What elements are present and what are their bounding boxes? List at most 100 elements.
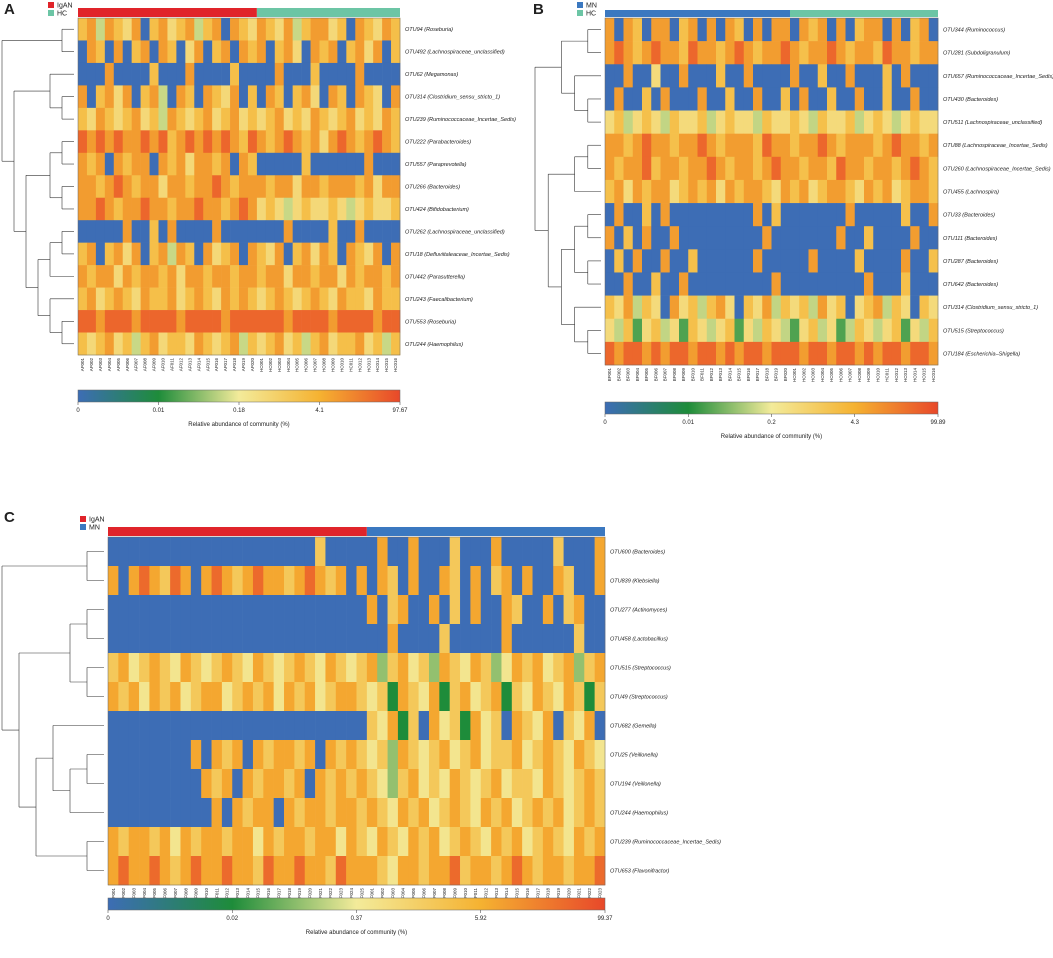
heatmap-cell [660, 18, 671, 42]
heatmap-cell [669, 156, 680, 181]
heatmap-cell [252, 798, 264, 828]
heatmap-cell [78, 265, 88, 288]
heatmap-cell [265, 40, 276, 64]
heatmap-cell [827, 179, 837, 204]
heatmap-cell [864, 110, 874, 134]
heatmap-cell [185, 62, 195, 86]
heatmap-cell [901, 226, 911, 250]
sample-label: BF015 [515, 888, 520, 902]
heatmap-cell [284, 624, 295, 654]
heatmap-cell [319, 175, 329, 199]
heatmap-cell [408, 740, 419, 770]
heatmap-cell [780, 203, 791, 227]
heatmap-cell [753, 203, 763, 227]
heatmap-cell [734, 203, 745, 227]
heatmap-cell [614, 249, 624, 273]
heatmap-cell [901, 179, 911, 204]
heatmap-cell [827, 203, 837, 227]
heatmap-cell [706, 18, 717, 42]
heatmap-cell [623, 18, 634, 42]
heatmap-cell [301, 310, 311, 333]
heatmap-cell [274, 310, 285, 333]
heatmap-cell [827, 341, 837, 366]
heatmap-cell [706, 318, 717, 343]
heatmap-cell [864, 249, 874, 273]
heatmap-cell [882, 295, 893, 320]
heatmap-cell [532, 856, 544, 886]
heatmap-cell [669, 226, 680, 250]
heatmap-cell [542, 798, 554, 828]
heatmap-cell [623, 110, 634, 134]
heatmap-cell [247, 175, 258, 199]
heatmap-cell [697, 203, 708, 227]
heatmap-cell [511, 856, 523, 886]
heatmap-cell [373, 287, 383, 311]
heatmap-cell [95, 152, 106, 176]
heatmap-cell [377, 595, 388, 625]
heatmap-cell [605, 41, 615, 65]
heatmap-cell [836, 64, 846, 88]
heatmap-cell [771, 341, 782, 366]
heatmap-cell [86, 310, 97, 333]
heatmap-cell [790, 87, 800, 111]
heatmap-cell [194, 85, 204, 109]
heatmap-cell [891, 18, 902, 42]
heatmap-cell [799, 87, 809, 111]
heatmap-cell [221, 537, 233, 567]
heatmap-cell [542, 653, 554, 683]
heatmap-cell [808, 156, 819, 181]
heatmap-cell [373, 18, 383, 41]
sample-label: BF016 [746, 368, 751, 382]
heatmap-cell [294, 682, 306, 712]
heatmap-cell [919, 341, 930, 366]
heatmap-cell [854, 179, 865, 204]
heatmap-cell [242, 711, 254, 741]
row-label: OTU553 (Roseburia) [405, 319, 456, 325]
heatmap-cell [180, 624, 192, 654]
heatmap-cell [283, 265, 293, 288]
heatmap-cell [256, 197, 267, 221]
heatmap-cell [273, 856, 285, 886]
heatmap-cell [873, 249, 883, 273]
sample-label: AF020 [308, 888, 313, 902]
heatmap-cell [113, 242, 124, 266]
row-label: OTU839 (Klebsiella) [610, 579, 660, 585]
heatmap-cell [397, 653, 409, 683]
heatmap-cell [679, 87, 689, 111]
heatmap-cell [542, 595, 554, 625]
heatmap-cell [449, 798, 461, 828]
sample-label: AF011 [214, 888, 219, 901]
heatmap-cell [373, 85, 383, 109]
heatmap-cell [256, 242, 267, 266]
heatmap-cell [553, 856, 564, 886]
heatmap-cell [799, 249, 809, 273]
heatmap-cell [669, 133, 680, 158]
heatmap-cell [460, 682, 471, 712]
heatmap-cell [252, 740, 264, 770]
heatmap-cell [623, 318, 634, 343]
heatmap-cell [118, 595, 130, 625]
heatmap-cell [391, 220, 401, 243]
heatmap-cell [845, 318, 856, 343]
heatmap-cell [584, 827, 595, 857]
heatmap-cell [337, 85, 347, 109]
heatmap-cell [167, 265, 177, 288]
heatmap-cell [382, 152, 392, 176]
heatmap-cell [743, 41, 754, 65]
sample-label: AF012 [178, 358, 183, 372]
heatmap-cell [212, 175, 222, 199]
heatmap-cell [159, 711, 171, 741]
heatmap-cell [679, 179, 689, 204]
heatmap-cell [651, 18, 661, 42]
heatmap-cell [355, 85, 365, 109]
heatmap-cell [149, 62, 159, 86]
heatmap-cell [373, 130, 383, 154]
heatmap-cell [356, 595, 368, 625]
heatmap-cell [263, 537, 274, 567]
heatmap-cell [901, 64, 911, 88]
heatmap-cell [725, 295, 735, 320]
row-label: OTU266 (Bacteroides) [405, 185, 460, 191]
heatmap-cell [211, 537, 223, 567]
sample-label: BF017 [755, 368, 760, 382]
heatmap-cell [185, 287, 195, 311]
